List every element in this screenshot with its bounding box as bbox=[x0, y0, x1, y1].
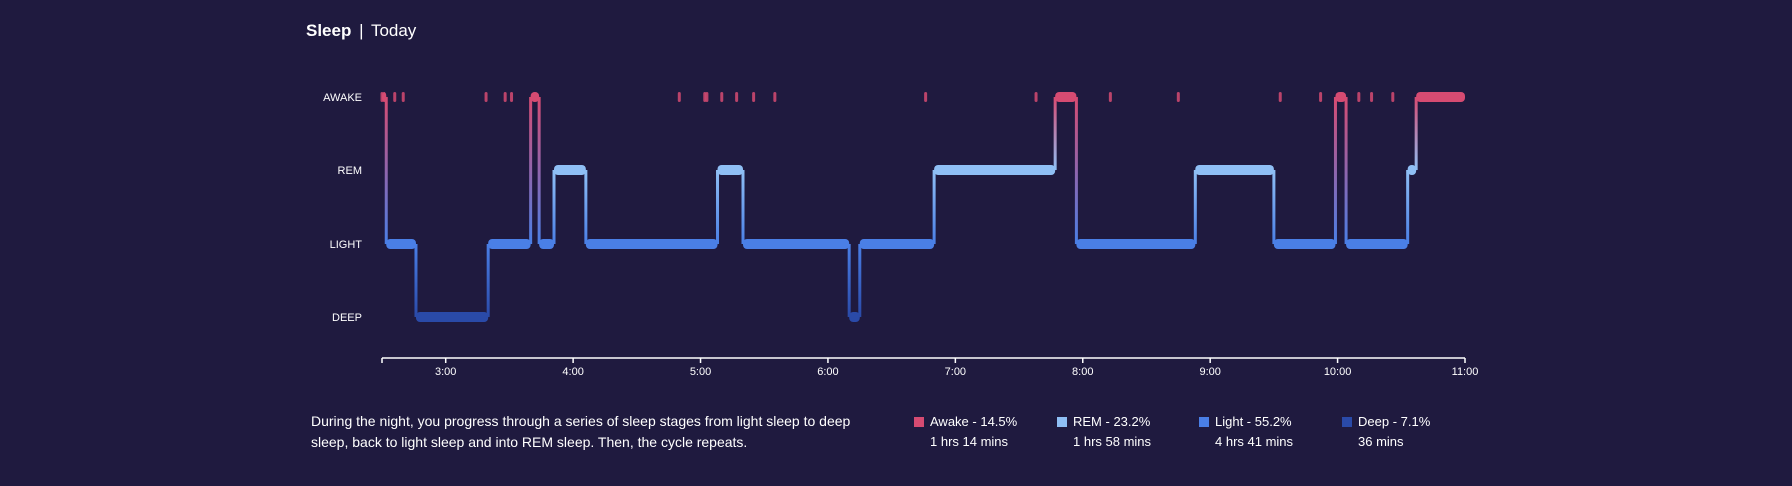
stage-transition bbox=[1406, 170, 1410, 244]
legend-duration-rem: 1 hrs 58 mins bbox=[1073, 434, 1152, 449]
x-tick-label: 9:00 bbox=[1199, 366, 1220, 378]
segment-awake bbox=[382, 92, 387, 102]
stage-transition bbox=[529, 97, 533, 244]
legend-label-rem: REM - 23.2% bbox=[1073, 414, 1151, 429]
segment-rem bbox=[717, 165, 743, 175]
segment-light bbox=[1273, 239, 1336, 249]
x-tick-label: 10:00 bbox=[1324, 366, 1352, 378]
stage-transition bbox=[1414, 97, 1418, 170]
stage-transition bbox=[1333, 97, 1337, 244]
x-tick-label: 8:00 bbox=[1072, 366, 1093, 378]
awake-mark bbox=[705, 92, 709, 102]
x-tick-label: 11:00 bbox=[1452, 366, 1479, 378]
legend-swatch-awake bbox=[914, 417, 924, 427]
legend-swatch-deep bbox=[1342, 417, 1352, 427]
y-label-rem: REM bbox=[338, 165, 362, 177]
awake-mark bbox=[752, 92, 756, 102]
stage-transition bbox=[552, 170, 556, 244]
legend-swatch-rem bbox=[1057, 417, 1067, 427]
awake-mark bbox=[1357, 92, 1361, 102]
header-separator: | bbox=[359, 21, 364, 40]
segment-deep bbox=[849, 312, 860, 322]
legend-label-light: Light - 55.2% bbox=[1215, 414, 1292, 429]
segment-rem bbox=[1407, 165, 1417, 175]
stage-transition bbox=[1053, 97, 1057, 170]
stage-transition bbox=[1074, 97, 1078, 244]
awake-mark bbox=[1319, 92, 1323, 102]
x-tick-label: 7:00 bbox=[945, 366, 966, 378]
awake-mark bbox=[1391, 92, 1395, 102]
y-label-deep: DEEP bbox=[332, 312, 362, 324]
awake-mark bbox=[720, 92, 724, 102]
stage-transition bbox=[537, 97, 541, 244]
stage-transition bbox=[414, 244, 418, 317]
segment-light bbox=[488, 239, 531, 249]
awake-mark bbox=[677, 92, 681, 102]
awake-mark bbox=[924, 92, 928, 102]
stage-transition bbox=[584, 170, 588, 244]
awake-mark bbox=[510, 92, 514, 102]
page-header: Sleep | Today bbox=[306, 19, 416, 43]
segment-light bbox=[585, 239, 718, 249]
legend-swatch-light bbox=[1199, 417, 1209, 427]
awake-mark bbox=[773, 92, 777, 102]
segment-light bbox=[386, 239, 416, 249]
segment-rem bbox=[554, 165, 586, 175]
stage-transition bbox=[932, 170, 936, 244]
segment-light bbox=[743, 239, 850, 249]
segment-light bbox=[539, 239, 555, 249]
segment-rem bbox=[934, 165, 1056, 175]
legend-duration-light: 4 hrs 41 mins bbox=[1215, 434, 1294, 449]
stage-transition bbox=[716, 170, 720, 244]
stage-transition bbox=[384, 97, 388, 244]
segment-awake bbox=[1335, 92, 1347, 102]
awake-mark bbox=[401, 92, 405, 102]
x-tick-label: 6:00 bbox=[817, 366, 838, 378]
y-label-light: LIGHT bbox=[330, 239, 363, 251]
legend-label-deep: Deep - 7.1% bbox=[1358, 414, 1431, 429]
segment-light bbox=[1346, 239, 1408, 249]
legend-duration-deep: 36 mins bbox=[1358, 434, 1404, 449]
segment-awake bbox=[1416, 92, 1465, 102]
awake-mark bbox=[1108, 92, 1112, 102]
legend-duration-awake: 1 hrs 14 mins bbox=[930, 434, 1009, 449]
segment-awake bbox=[530, 92, 540, 102]
x-tick-label: 5:00 bbox=[690, 366, 711, 378]
page-title: Sleep bbox=[306, 21, 352, 40]
stage-transition bbox=[1193, 170, 1197, 244]
segment-deep bbox=[415, 312, 489, 322]
legend-label-awake: Awake - 14.5% bbox=[930, 414, 1018, 429]
awake-mark bbox=[1176, 92, 1180, 102]
stage-segments bbox=[382, 92, 1465, 322]
awake-mark bbox=[503, 92, 507, 102]
segment-light bbox=[859, 239, 935, 249]
stage-transition bbox=[486, 244, 490, 317]
stage-transition bbox=[741, 170, 745, 244]
stage-transition bbox=[1272, 170, 1276, 244]
sleep-description: During the night, you progress through a… bbox=[311, 413, 851, 450]
segment-light bbox=[1076, 239, 1196, 249]
stage-transition bbox=[1344, 97, 1348, 244]
awake-mark bbox=[1034, 92, 1038, 102]
awake-mark bbox=[1370, 92, 1374, 102]
stage-transition bbox=[858, 244, 862, 317]
stage-connectors bbox=[384, 97, 1418, 317]
segment-rem bbox=[1195, 165, 1274, 175]
y-label-awake: AWAKE bbox=[323, 92, 362, 104]
x-tick-label: 4:00 bbox=[562, 366, 583, 378]
page-subtitle: Today bbox=[370, 21, 417, 40]
awake-mark bbox=[484, 92, 488, 102]
awake-mark bbox=[393, 92, 397, 102]
x-axis: 3:00 4:00 5:00 6:00 7:00 8:00 9:00 10:00 11:00 bbox=[381, 357, 1479, 378]
y-axis-labels: AWAKE REM LIGHT DEEP bbox=[323, 92, 362, 324]
awake-mark bbox=[735, 92, 739, 102]
awake-mark bbox=[1278, 92, 1282, 102]
stage-transition bbox=[847, 244, 851, 317]
segment-awake bbox=[1055, 92, 1077, 102]
x-tick-label: 3:00 bbox=[435, 366, 456, 378]
